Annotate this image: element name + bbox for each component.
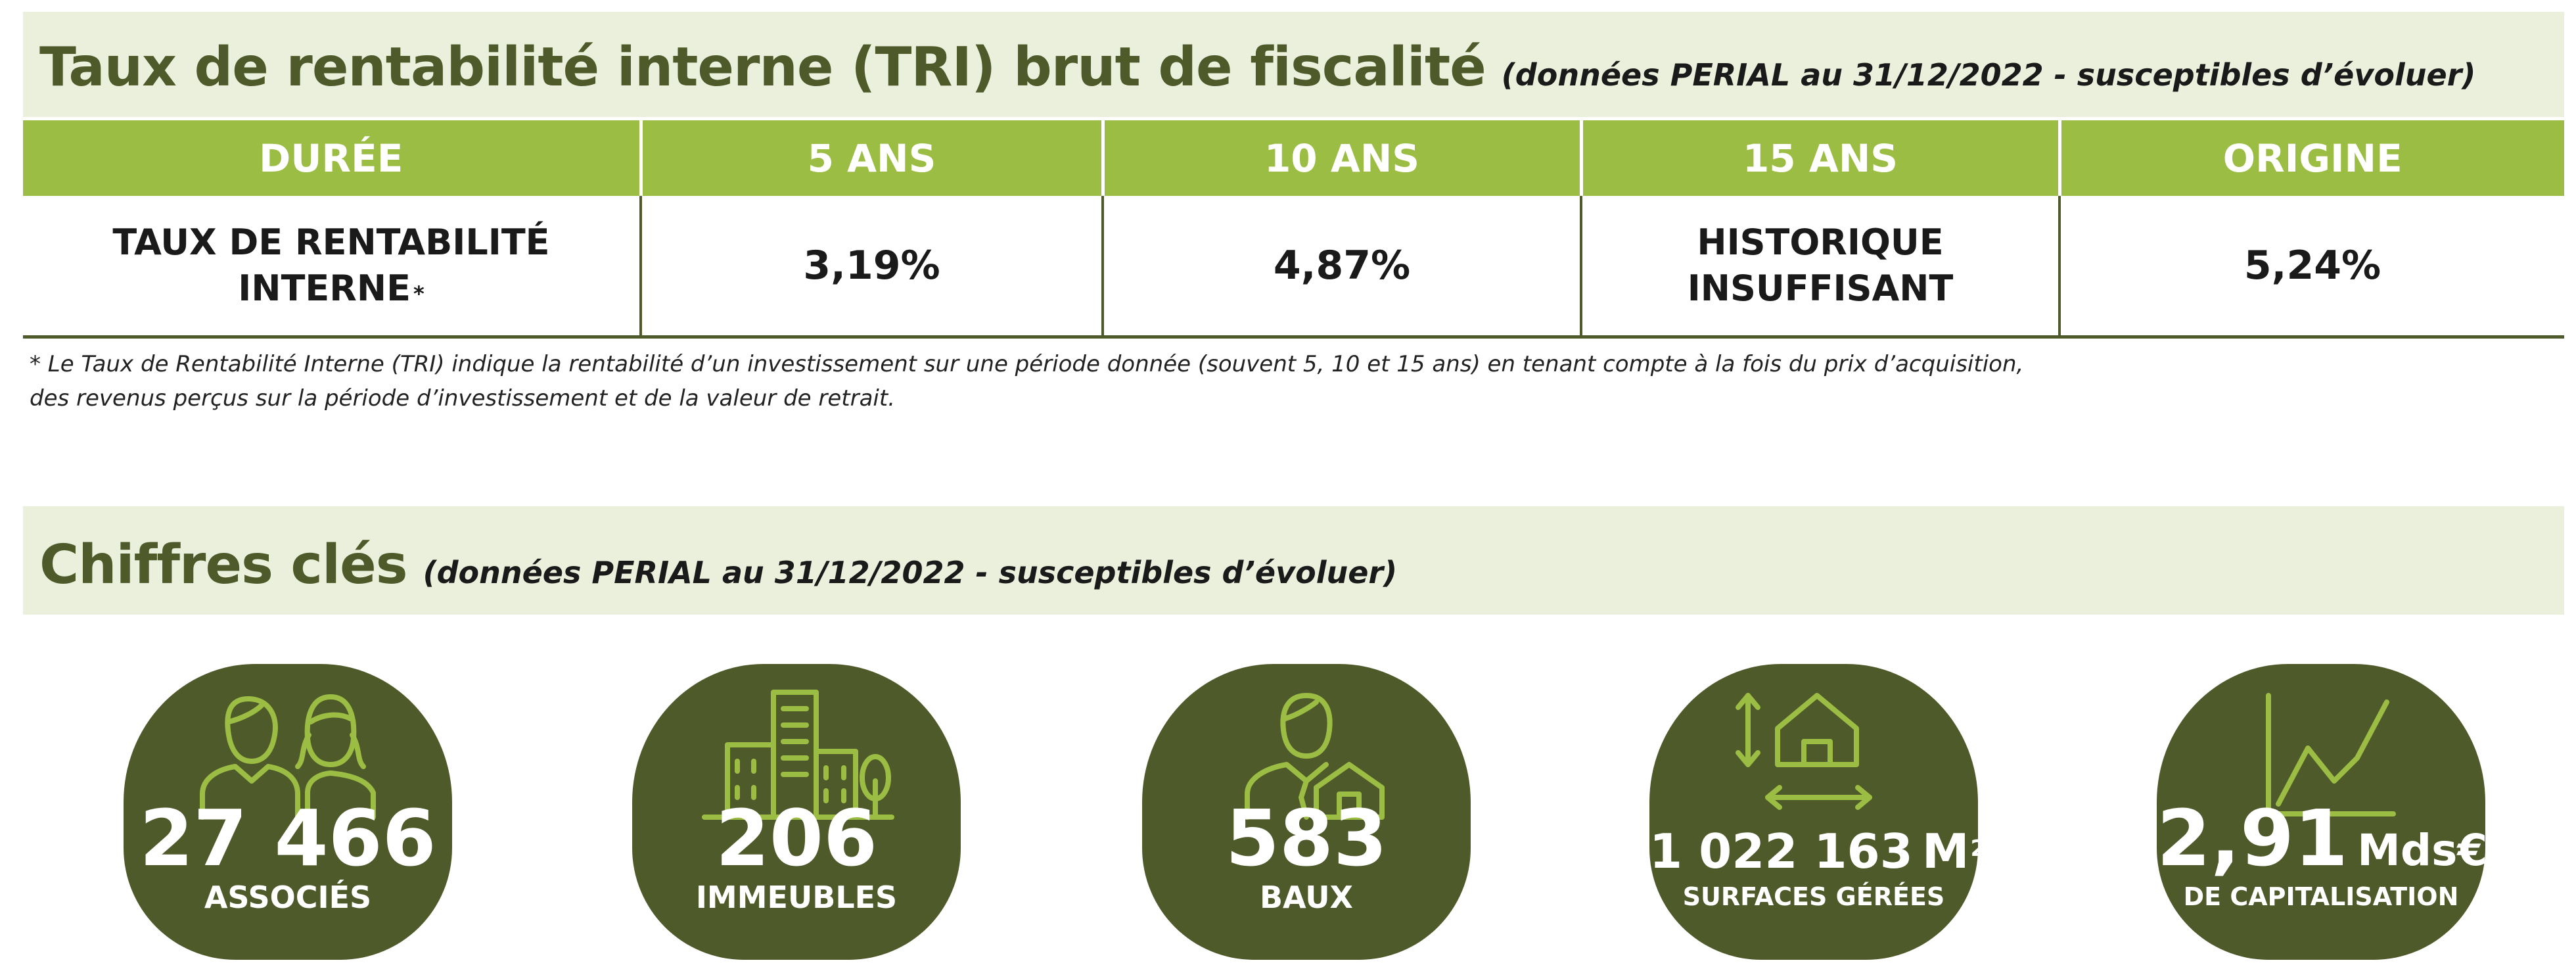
- row-label-line2: INTERNE: [238, 268, 411, 309]
- tri-value-row: TAUX DE RENTABILITÉ INTERNE * 3,19% 4,87%…: [23, 196, 2564, 339]
- value-10-ans: 4,87%: [1101, 196, 1581, 339]
- card-baux-value: 583: [1225, 793, 1388, 884]
- card-baux: 583 BAUX: [1142, 664, 1471, 960]
- card-associes-label: ASSOCIÉS: [204, 880, 372, 915]
- value-origine: 5,24%: [2058, 196, 2564, 339]
- card-capitalisation-number: 2,91: [2157, 793, 2349, 884]
- tri-subtitle: (données PERIAL au 31/12/2022 - suscepti…: [1501, 57, 2476, 93]
- card-immeubles: 206 IMMEUBLES: [632, 664, 961, 960]
- card-surfaces-unit: M: [1921, 824, 1969, 879]
- tri-footnote: * Le Taux de Rentabilité Interne (TRI) i…: [30, 347, 2198, 415]
- header-origine: ORIGINE: [2058, 120, 2564, 196]
- line-chart-icon: [2266, 693, 2396, 816]
- card-surfaces: 1 022 163 M2 SURFACES GÉRÉES: [1649, 664, 1986, 960]
- tri-header-row: DURÉE 5 ANS 10 ANS 15 ANS ORIGINE: [23, 120, 2564, 196]
- value-15-ans: HISTORIQUE INSUFFISANT: [1580, 196, 2059, 339]
- value-15-line1: HISTORIQUE: [1697, 222, 1944, 263]
- value-15-line2: INSUFFISANT: [1687, 268, 1954, 309]
- header-15-ans: 15 ANS: [1579, 120, 2059, 196]
- card-capitalisation-value: 2,91 Mds€: [2157, 793, 2488, 893]
- card-immeubles-value: 206: [715, 793, 878, 884]
- card-surfaces-label: SURFACES GÉRÉES: [1682, 882, 1945, 911]
- row-label-line1: TAUX DE RENTABILITÉ: [112, 222, 550, 263]
- row-label-cell: TAUX DE RENTABILITÉ INTERNE *: [23, 196, 641, 339]
- tri-title: Taux de rentabilité interne (TRI) brut d…: [39, 36, 1486, 99]
- header-duree: DURÉE: [23, 120, 641, 196]
- card-baux-label: BAUX: [1259, 880, 1354, 915]
- tri-table: DURÉE 5 ANS 10 ANS 15 ANS ORIGINE TAUX D…: [23, 120, 2564, 339]
- chiffres-heading: Chiffres clés (données PERIAL au 31/12/20…: [39, 534, 1397, 596]
- chiffres-title: Chiffres clés: [39, 534, 408, 596]
- card-capitalisation: 2,91 Mds€ DE CAPITALISATION: [2157, 664, 2488, 960]
- chiffres-title-band: Chiffres clés (données PERIAL au 31/12/20…: [23, 506, 2564, 615]
- card-immeubles-label: IMMEUBLES: [695, 880, 898, 915]
- tenant-house-icon: [1245, 693, 1385, 820]
- buildings-icon: [702, 690, 894, 820]
- header-10-ans: 10 ANS: [1101, 120, 1581, 196]
- footnote-line2: des revenus perçus sur la période d’inve…: [30, 385, 896, 412]
- tri-title-band: Taux de rentabilité interne (TRI) brut d…: [23, 12, 2564, 117]
- card-surfaces-value: 1 022 163 M2: [1649, 818, 1986, 884]
- card-surfaces-number: 1 022 163: [1649, 824, 1913, 879]
- tri-heading: Taux de rentabilité interne (TRI) brut d…: [39, 36, 2475, 99]
- card-capitalisation-label: DE CAPITALISATION: [2183, 882, 2459, 911]
- people-icon: [200, 694, 376, 820]
- card-surfaces-unit-sup: 2: [1970, 836, 1987, 862]
- card-capitalisation-unit: Mds€: [2357, 825, 2488, 876]
- card-associes-value: 27 466: [139, 793, 436, 884]
- footnote-line1: * Le Taux de Rentabilité Interne (TRI) i…: [30, 351, 2024, 377]
- card-associes: 27 466 ASSOCIÉS: [124, 664, 452, 960]
- value-5-ans: 3,19%: [639, 196, 1103, 339]
- header-5-ans: 5 ANS: [639, 120, 1103, 196]
- chiffres-subtitle: (données PERIAL au 31/12/2022 - suscepti…: [423, 555, 1398, 590]
- surface-house-icon: [1736, 693, 1872, 810]
- footnote-mark: *: [413, 281, 425, 306]
